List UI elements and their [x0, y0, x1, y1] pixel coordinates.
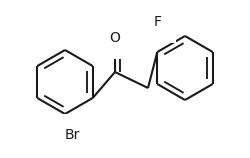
Text: O: O	[110, 31, 120, 45]
Text: F: F	[154, 15, 162, 29]
Text: Br: Br	[64, 128, 80, 142]
